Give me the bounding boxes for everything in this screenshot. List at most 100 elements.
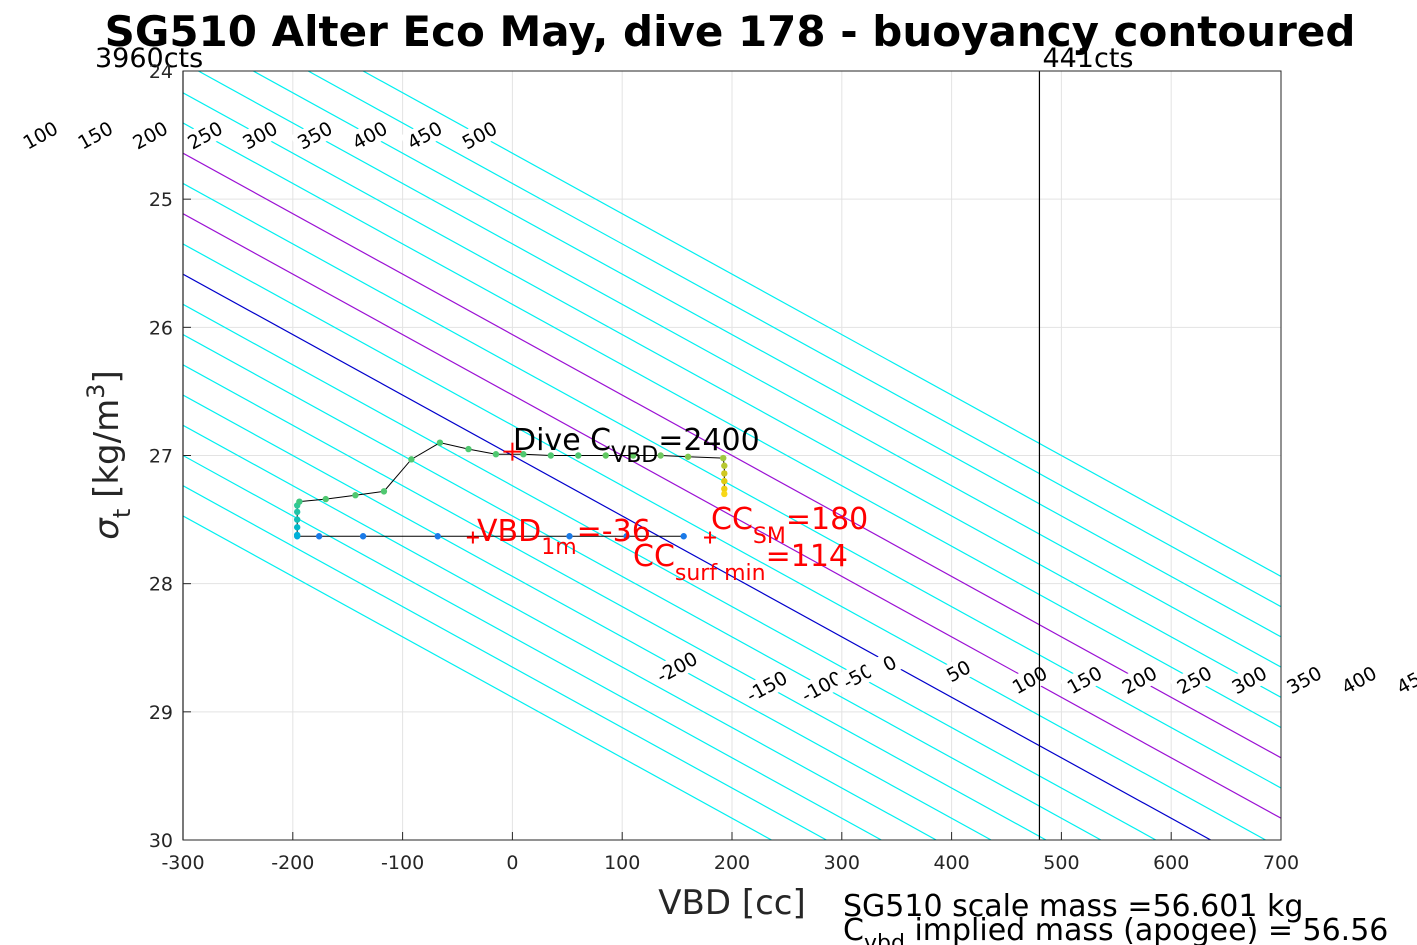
contour-line-500	[362, 71, 1281, 578]
contour-line--400	[183, 515, 772, 840]
dive-track-point	[492, 451, 500, 458]
annotation-dive-cvbd-pre: Dive C	[513, 423, 611, 458]
vbd-limit-label: 3960cts	[95, 43, 203, 74]
contour-line--50	[183, 303, 1157, 840]
contour-line--100	[183, 333, 1102, 840]
annotation-cc-sm: CCSM=180	[711, 502, 868, 549]
climb-track-point	[434, 533, 441, 540]
x-tick-label: 500	[1043, 852, 1079, 874]
contour-line-150	[183, 182, 1281, 789]
y-axis-label-sup: 3	[82, 384, 110, 399]
y-axis-label: σt [kg/m3]	[82, 370, 136, 539]
x-tick-label: 300	[824, 852, 860, 874]
annotation-vbd-1m-post: =-36	[577, 514, 651, 549]
x-tick-label: 700	[1263, 852, 1299, 874]
contour-line-200	[183, 152, 1281, 759]
annotation-cc-sm-sub: SM	[753, 524, 786, 549]
annotation-cc-surf-min-post: =114	[766, 539, 848, 574]
x-tick-label: 200	[714, 852, 750, 874]
climb-track-point	[680, 533, 687, 540]
y-tick-label: 24	[149, 61, 173, 83]
y-tick-label: 25	[149, 189, 173, 211]
contour-label-bottom-bg	[1279, 659, 1329, 701]
contour-line-350	[198, 71, 1281, 668]
contour-lines	[183, 71, 1281, 840]
dive-track-point	[293, 508, 301, 516]
x-tick-label: 400	[933, 852, 969, 874]
x-tick-label: -100	[381, 852, 424, 874]
marker-vbd-1m	[466, 531, 479, 544]
y-tick-label: 28	[149, 574, 173, 596]
dive-track-point	[465, 445, 472, 453]
contour-line--150	[183, 364, 1047, 840]
contour-label-top-bg	[15, 114, 65, 156]
dive-track-point	[380, 488, 388, 495]
annotation-dive-cvbd-post: =2400	[658, 423, 759, 458]
y-axis-label-sub: t	[108, 509, 136, 518]
footer-implied-mass-post: implied mass (apogee) = 56.56	[905, 913, 1389, 945]
x-tick-label: 0	[506, 852, 518, 874]
vbd-limit-label: 441cts	[1042, 43, 1133, 74]
x-tick-label: -200	[271, 852, 314, 874]
climb-track-point	[566, 533, 573, 540]
dive-track-point	[684, 453, 692, 460]
contour-label-bottom-bg	[1169, 659, 1219, 701]
contour-line-400	[252, 71, 1281, 638]
marker-dive-cvbd	[503, 442, 522, 461]
x-tick-label: 100	[604, 852, 640, 874]
annotation-cc-surf-min-sub: surf min	[675, 561, 766, 586]
contour-line-450	[307, 71, 1281, 608]
contour-label-bottom-bg	[1059, 659, 1110, 701]
dive-track-point	[721, 485, 728, 493]
y-tick-label: 26	[149, 317, 173, 339]
dive-track-point	[720, 454, 727, 462]
y-axis-ticks: 24 25 26 27 28 29 30	[149, 61, 191, 852]
contour-label-top-bg	[454, 114, 505, 156]
y-tick-label: 29	[149, 702, 173, 724]
dive-track-point	[520, 451, 527, 458]
dive-track-point	[721, 490, 728, 498]
annotation-vbd-1m: VBD1m=-36	[477, 514, 651, 560]
dive-track-point	[721, 470, 728, 477]
annotation-cc-surf-min-pre: CC	[633, 539, 675, 574]
y-axis-label-unit: [kg/m	[87, 399, 127, 509]
annotation-cc-sm-post: =180	[786, 502, 868, 537]
footer-scale-mass: SG510 scale mass =56.601 kg	[843, 889, 1303, 924]
dive-track-point	[296, 498, 303, 505]
dive-track-point	[657, 452, 664, 459]
contour-line--350	[183, 485, 827, 840]
annotation-cc-surf-min: CCsurf min=114	[633, 539, 848, 586]
dive-tracks	[293, 439, 728, 540]
contour-line--200	[183, 394, 992, 840]
contour-label-bottom-bg	[1334, 659, 1384, 701]
contour-label-top-bg	[70, 114, 120, 156]
markers	[466, 442, 717, 544]
y-axis-label-symbol: σ	[87, 517, 127, 540]
x-axis-label: VBD [cc]	[658, 883, 806, 923]
contour-line-250	[183, 122, 1281, 729]
annotation-dive-cvbd: Dive CVBD=2400	[513, 423, 760, 468]
contour-label-bottom-bg	[1224, 659, 1274, 701]
annotation-cc-sm-pre: CC	[711, 502, 753, 537]
contour-label-top-bg	[290, 114, 340, 156]
dive-track-point	[293, 531, 301, 539]
contour-label-top-bg	[235, 114, 285, 156]
dive-track-point	[721, 477, 728, 485]
contour-line-300	[183, 92, 1281, 699]
climb-track-point	[359, 533, 367, 540]
marker-cc-sm	[704, 531, 717, 544]
contour-line--250	[183, 424, 937, 840]
contour-label-top-bg	[125, 114, 175, 156]
dive-track-point	[547, 452, 555, 459]
dive-track-point	[436, 439, 444, 446]
contour-label-bottom-bg	[1114, 659, 1164, 701]
chart-title: SG510 Alter Eco May, dive 178 - buoyancy…	[105, 7, 1356, 56]
y-tick-label: 27	[149, 446, 173, 468]
contour-label-top-bg	[180, 114, 230, 156]
footer-implied-mass-sub: vbd	[864, 931, 905, 945]
dive-track-point	[293, 524, 301, 531]
contour-label-bottom-bg	[742, 665, 792, 707]
dive-track-point	[352, 492, 359, 499]
climb-track-point	[623, 533, 630, 540]
